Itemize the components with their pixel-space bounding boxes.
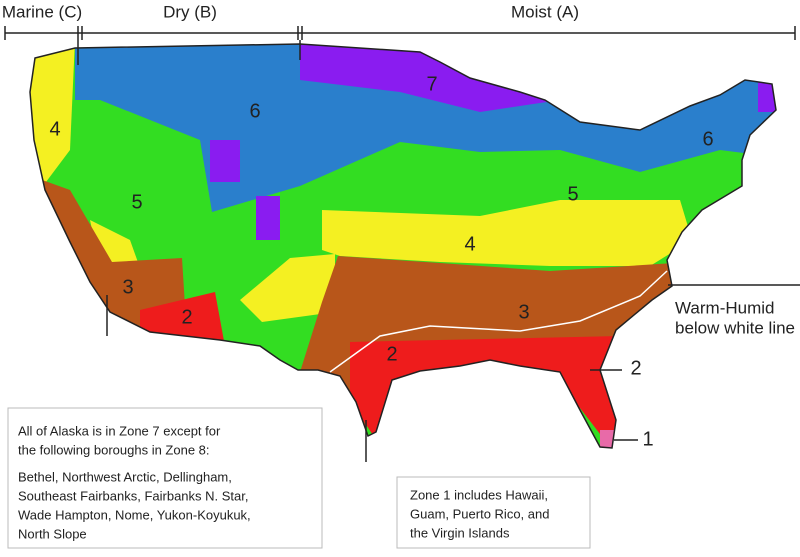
zone1-note: Guam, Puerto Rico, and: [410, 506, 549, 521]
zone-label: 3: [518, 301, 529, 323]
zone-label: 3: [122, 276, 133, 298]
zone-7: [256, 196, 280, 240]
zone-7: [210, 140, 240, 182]
zone-label: 6: [249, 100, 260, 122]
alaska-note: All of Alaska is in Zone 7 except for: [18, 423, 221, 438]
zone-4: [322, 200, 692, 266]
zone-label: 2: [630, 357, 641, 379]
zone1-note: Zone 1 includes Hawaii,: [410, 487, 548, 502]
moisture-regime-label: Dry (B): [163, 2, 217, 21]
zone-4: [240, 254, 335, 322]
zone-label: 5: [131, 191, 142, 213]
moisture-regime-label: Moist (A): [511, 2, 579, 21]
moisture-regime-label: Marine (C): [2, 2, 82, 21]
zone-label: 2: [181, 306, 192, 328]
zone-label: 6: [702, 128, 713, 150]
zone-label: 4: [49, 118, 60, 140]
zone1-note: the Virgin Islands: [410, 525, 510, 540]
zone-label: 5: [567, 183, 578, 205]
zone-label: 4: [464, 233, 475, 255]
alaska-note: Wade Hampton, Nome, Yukon-Koyukuk,: [18, 507, 251, 522]
warm-humid-note: Warm-Humid: [675, 298, 774, 317]
zone-label: 7: [426, 73, 437, 95]
warm-humid-line: [329, 270, 668, 373]
alaska-note: the following boroughs in Zone 8:: [18, 442, 210, 457]
alaska-note: North Slope: [18, 526, 87, 541]
alaska-note: Southeast Fairbanks, Fairbanks N. Star,: [18, 488, 249, 503]
zone-label: 2: [386, 343, 397, 365]
alaska-box: [7, 407, 323, 549]
zone-2: [350, 336, 620, 448]
regime-scale: [4, 26, 800, 462]
warm-humid-note: below white line: [675, 318, 795, 337]
alaska-note: Bethel, Northwest Arctic, Dellingham,: [18, 469, 232, 484]
zone-label: 1: [642, 428, 653, 450]
zone1-box: [396, 476, 591, 549]
